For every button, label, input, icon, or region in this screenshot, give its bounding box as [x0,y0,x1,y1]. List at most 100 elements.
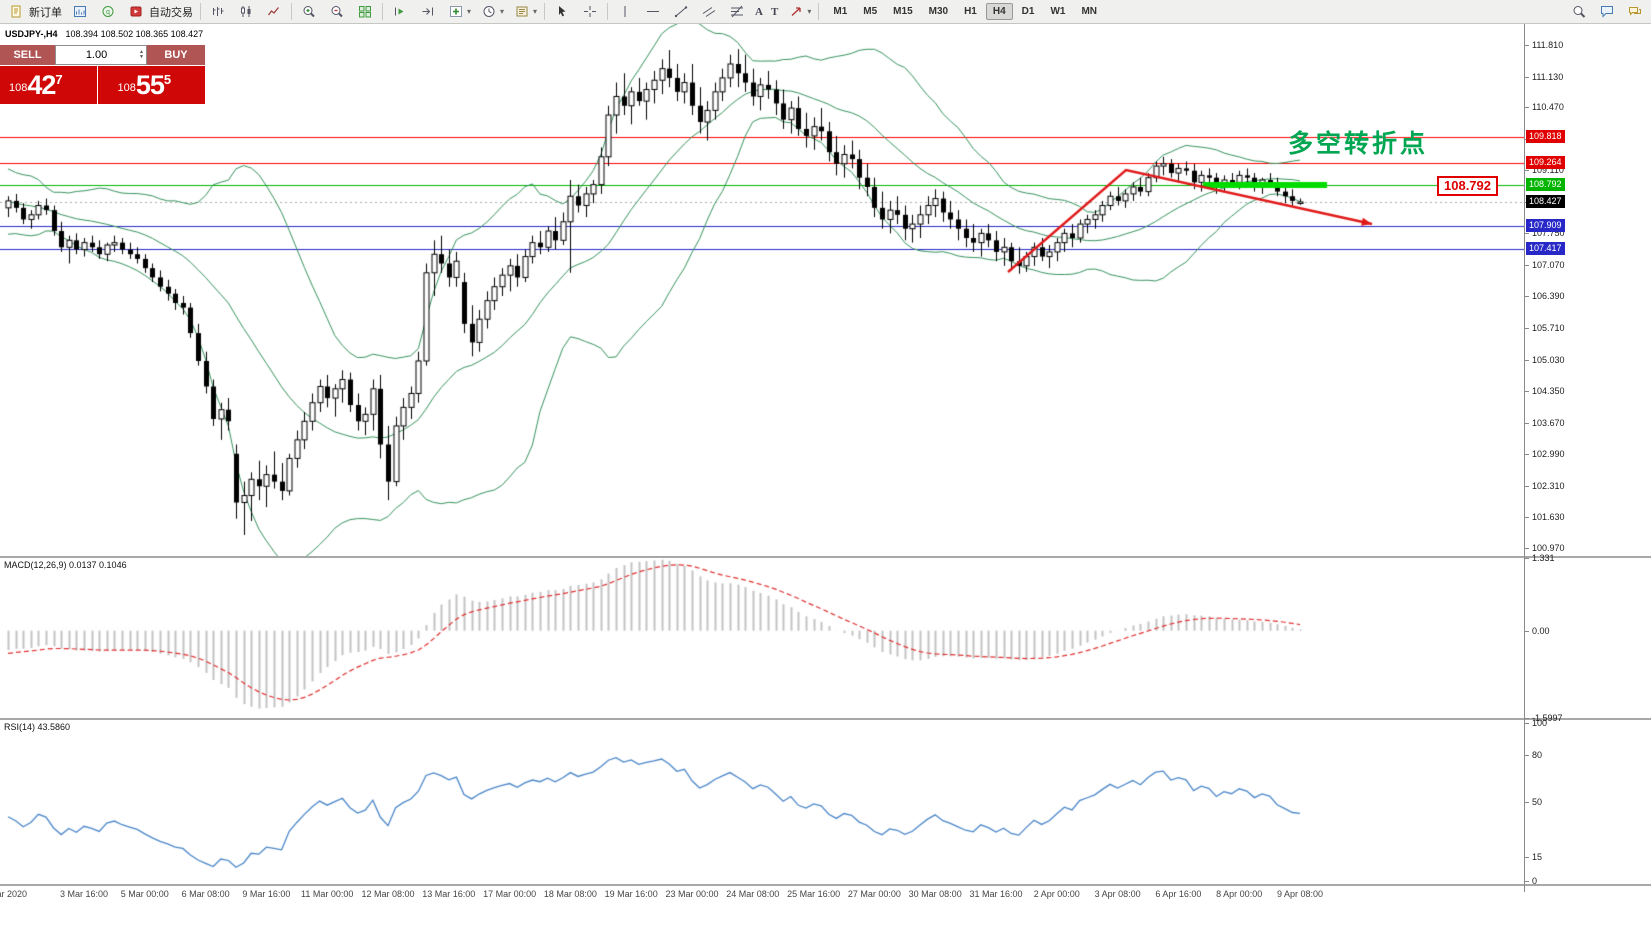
price-axis[interactable]: 111.810111.130110.470109.790109.110108.4… [1524,24,1651,892]
rsi-indicator-label: RSI(14) 43.5860 [4,722,71,732]
rsi-level-label: 0 [1532,876,1538,886]
volume-input[interactable] [56,48,138,62]
date-axis[interactable]: Mar 2020 3 Mar 16:00 5 Mar 00:00 6 Mar 08:0… [0,887,1524,903]
volume-spinner[interactable]: ▲ ▼ [137,50,146,60]
date-label: 13 Mar 16:00 [422,889,476,899]
price-level-tag: 108.427 [1526,194,1565,208]
chat-button[interactable] [1593,2,1621,22]
panel-splitter[interactable] [0,718,1651,720]
date-label: 31 Mar 16:00 [969,889,1023,899]
timeframe-m15[interactable]: M15 [893,6,913,17]
chevron-down-icon: ▾ [467,7,472,16]
sell-price-button[interactable]: 108 42 7 [0,66,97,104]
zoom-in-icon [299,2,319,22]
ohlc-readout: 108.394 108.502 108.365 108.427 [65,29,204,39]
new-order-button[interactable]: 新订单 [2,2,66,22]
toolbar-right-group [1565,2,1649,22]
axis-tick-mark [1525,107,1529,109]
auto-scroll-icon [390,2,410,22]
channel-button[interactable] [695,2,723,22]
fibonacci-button[interactable] [723,2,751,22]
cursor-icon [552,2,572,22]
zoom-out-button[interactable] [323,2,351,22]
auto-trading-button[interactable]: 自动交易 [122,2,197,22]
chart-shift-button[interactable] [414,2,442,22]
fibonacci-icon [727,2,747,22]
timeframe-m30[interactable]: M30 [928,6,949,17]
horizontal-line-button[interactable] [639,2,667,22]
timeframe-h1[interactable]: H1 [964,6,977,17]
line-chart-button[interactable] [260,2,288,22]
search-button[interactable] [1565,2,1593,22]
community-chat-button[interactable] [1621,2,1649,22]
macd-canvas[interactable] [0,558,1524,718]
timeframe-d1[interactable]: D1 [1021,6,1035,17]
text-icon: A [755,5,763,18]
text-button[interactable]: A [751,2,767,22]
axis-tick-mark [1525,881,1529,882]
periods-clock-icon [479,2,499,22]
date-label: Mar 2020 [0,889,28,899]
date-label: 6 Apr 16:00 [1155,889,1202,899]
buy-price-button[interactable]: 108 55 5 [97,66,205,104]
trendline-button[interactable] [667,2,695,22]
templates-button[interactable]: ▾ [508,2,541,22]
auto-scroll-button[interactable] [386,2,414,22]
svg-text:q: q [106,9,110,16]
axis-tick-mark [1525,723,1529,724]
candlestick-chart-button[interactable] [232,2,260,22]
mql-community-button[interactable]: q [94,2,122,22]
chevron-down-icon: ▾ [533,7,538,16]
search-icon [1569,2,1589,22]
rsi-level-label: 50 [1532,797,1543,807]
zoom-out-icon [327,2,347,22]
symbol-period-label: USDJPY-,H4 [5,29,58,39]
text-label-button[interactable]: T [767,2,782,22]
price-tick-label: 110.470 [1532,102,1564,113]
channel-icon [699,2,719,22]
price-callout-label[interactable]: 108.792 [1437,176,1498,196]
chart-info-line: USDJPY-,H4 108.394 108.502 108.365 108.4… [5,29,203,39]
date-label: 2 Apr 00:00 [1033,889,1080,899]
price-chart-canvas[interactable] [0,24,1524,556]
axis-tick-mark [1525,630,1529,632]
auto-trading-label: 自动交易 [149,6,193,19]
timeframe-w1[interactable]: W1 [1050,6,1066,17]
charts-button[interactable] [66,2,94,22]
chevron-down-icon: ▾ [500,7,505,16]
macd-tick-label: -1.5997 [1532,713,1563,723]
arrow-tools-button[interactable]: ▾ [782,2,815,22]
date-label: 17 Mar 00:00 [483,889,537,899]
vertical-line-button[interactable] [611,2,639,22]
price-tick-label: 103.670 [1532,417,1565,428]
date-label: 23 Mar 00:00 [665,889,719,899]
indicators-button[interactable]: ▾ [442,2,475,22]
one-click-trading-panel: SELL ▲▼ BUY 108 42 7 108 55 5 [0,45,205,104]
tile-windows-button[interactable] [351,2,379,22]
spinner-up-icon[interactable]: ▲ [139,49,144,55]
turning-point-annotation: 多空转折点 [1288,130,1429,158]
date-label: 27 Mar 00:00 [847,889,901,899]
vertical-line-icon [615,2,635,22]
timeframe-m5[interactable]: M5 [863,6,878,17]
date-label: 6 Mar 08:00 [181,889,230,899]
sell-button[interactable]: SELL [0,45,55,65]
axis-tick-mark [1525,328,1529,330]
axis-tick-mark [1525,754,1529,756]
rsi-canvas[interactable] [0,720,1524,884]
panel-splitter[interactable] [0,556,1651,558]
date-label: 24 Mar 08:00 [726,889,780,899]
spinner-down-icon[interactable]: ▼ [139,54,144,60]
timeframe-m1[interactable]: M1 [833,6,848,17]
price-level-tag: 108.792 [1526,178,1565,191]
date-label: 12 Mar 08:00 [361,889,415,899]
zoom-in-button[interactable] [295,2,323,22]
timeframe-mn[interactable]: MN [1081,6,1098,17]
buy-button[interactable]: BUY [147,45,205,65]
bar-chart-button[interactable] [204,2,232,22]
periods-button[interactable]: ▾ [475,2,508,22]
crosshair-button[interactable] [576,2,604,22]
cursor-button[interactable] [548,2,576,22]
timeframe-h4[interactable]: H4 [985,3,1013,20]
axis-tick-mark [1525,718,1529,719]
